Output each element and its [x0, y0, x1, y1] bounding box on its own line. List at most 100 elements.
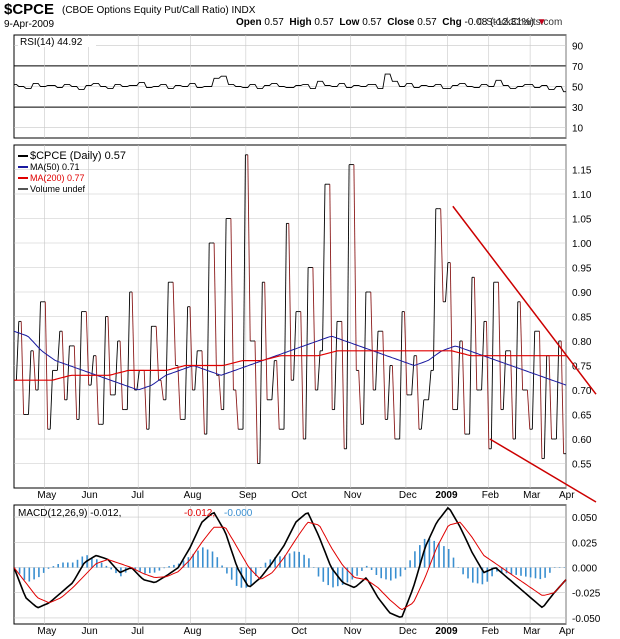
price-x-label: Jul: [131, 490, 144, 501]
macd-histogram-bar: [443, 546, 445, 568]
price-segment: [206, 242, 210, 435]
macd-histogram-bar: [42, 567, 45, 573]
macd-tick-label: 0.000: [572, 564, 597, 575]
price-segment: [242, 154, 246, 430]
macd-histogram-bar: [553, 567, 556, 568]
exchange-label: INDX: [231, 5, 256, 16]
rsi-tick-label: 70: [572, 62, 584, 73]
price-legend-label: MA(50) 0.71: [30, 162, 80, 172]
macd-histogram-bar: [332, 567, 334, 588]
chart-date: 9-Apr-2009: [4, 19, 55, 30]
macd-histogram-bar: [279, 556, 281, 568]
price-segment: [102, 316, 107, 425]
price-segment: [44, 301, 49, 430]
price-segment: [288, 223, 292, 381]
price-segment: [382, 331, 386, 420]
macd-histogram-bar: [187, 557, 190, 568]
price-segment: [32, 350, 37, 391]
price-tick-label: 1.05: [572, 215, 592, 226]
price-segment: [223, 218, 227, 410]
macd-histogram-bar: [361, 567, 363, 571]
price-tick-label: 1.00: [572, 239, 592, 250]
macd-histogram-bar: [153, 567, 156, 573]
macd-histogram-bar: [491, 567, 493, 577]
macd-x-label: Mar: [523, 626, 541, 637]
price-segment: [416, 355, 420, 430]
macd-histogram-bar: [409, 560, 411, 568]
macd-histogram-bar: [303, 554, 305, 568]
macd-histogram-bar: [81, 556, 84, 568]
macd-histogram-bar: [91, 557, 93, 568]
price-segment: [283, 223, 287, 430]
macd-histogram-bar: [168, 566, 170, 568]
macd-histogram-bar: [158, 567, 161, 571]
macd-histogram-bar: [390, 567, 392, 581]
macd-tick-label: -0.050: [572, 614, 601, 625]
price-segment: [119, 340, 123, 410]
trendline: [489, 438, 597, 503]
price-segment: [305, 267, 309, 440]
price-segment: [449, 262, 454, 410]
price-tick-label: 1.10: [572, 190, 592, 201]
macd-histogram-bar: [539, 567, 542, 580]
macd-histogram-bar: [144, 567, 146, 574]
price-segment: [341, 321, 345, 449]
price-segment: [56, 331, 61, 371]
price-segment: [317, 350, 321, 391]
high-label: High: [289, 17, 312, 28]
macd-x-label: Jun: [82, 626, 98, 637]
chg-label: Chg: [442, 17, 462, 28]
watermark: © StockCharts.com: [476, 17, 563, 28]
price-segment: [85, 311, 90, 386]
macd-histogram-bar: [18, 567, 21, 574]
price-segment: [404, 311, 408, 395]
price-segment: [126, 291, 131, 410]
macd-histogram-bar: [505, 567, 508, 574]
macd-histogram-bar: [510, 567, 513, 575]
ma50-line: [13, 330, 567, 391]
macd-histogram-bar: [558, 567, 561, 568]
description-text: (CBOE Options Equity Put/Call Ratio): [62, 5, 229, 16]
macd-signal-legend: -0.012,: [184, 508, 215, 519]
macd-histogram-bar: [230, 567, 233, 580]
price-segment: [276, 360, 280, 430]
price-segment: [445, 262, 449, 302]
macd-histogram-bar: [221, 565, 223, 568]
macd-histogram-bar: [467, 567, 469, 579]
price-x-label: Sep: [239, 490, 257, 501]
price-segment: [353, 164, 357, 371]
macd-histogram-bar: [62, 562, 64, 568]
rsi-tick-label: 10: [572, 124, 584, 135]
macd-histogram-bar: [385, 567, 387, 580]
macd-histogram-bar: [476, 567, 479, 584]
price-segment: [548, 355, 552, 440]
macd-histogram-bar: [250, 567, 252, 586]
price-segment: [78, 311, 82, 420]
macd-histogram-bar: [394, 567, 397, 579]
price-segment: [184, 306, 189, 420]
price-tick-label: 0.60: [572, 435, 592, 446]
macd-histogram-bar: [255, 567, 257, 576]
macd-histogram-bar: [110, 567, 112, 570]
open-value: 0.57: [264, 17, 284, 28]
macd-histogram-bar: [298, 551, 300, 568]
macd-histogram-bar: [322, 567, 325, 582]
price-x-label: Dec: [399, 490, 417, 501]
macd-histogram-bar: [235, 567, 238, 586]
signal-line: [13, 521, 567, 611]
price-x-label: Jun: [82, 490, 98, 501]
price-tick-label: 0.95: [572, 264, 592, 275]
price-segment: [432, 208, 437, 371]
price-segment: [254, 340, 258, 464]
macd-histogram-bar: [327, 567, 329, 586]
price-tick-label: 0.80: [572, 337, 592, 348]
rsi-line: [14, 73, 566, 93]
price-segment: [189, 306, 193, 391]
price-segment: [247, 154, 251, 342]
high-value: 0.57: [314, 17, 334, 28]
price-segment: [370, 291, 374, 391]
price-panel: 1.15 1.10 1.05 1.00 0.95 0.90 0.85 0.80 0.75 0.70…: [13, 144, 597, 503]
price-segment: [363, 291, 367, 425]
price-segment: [155, 326, 160, 381]
